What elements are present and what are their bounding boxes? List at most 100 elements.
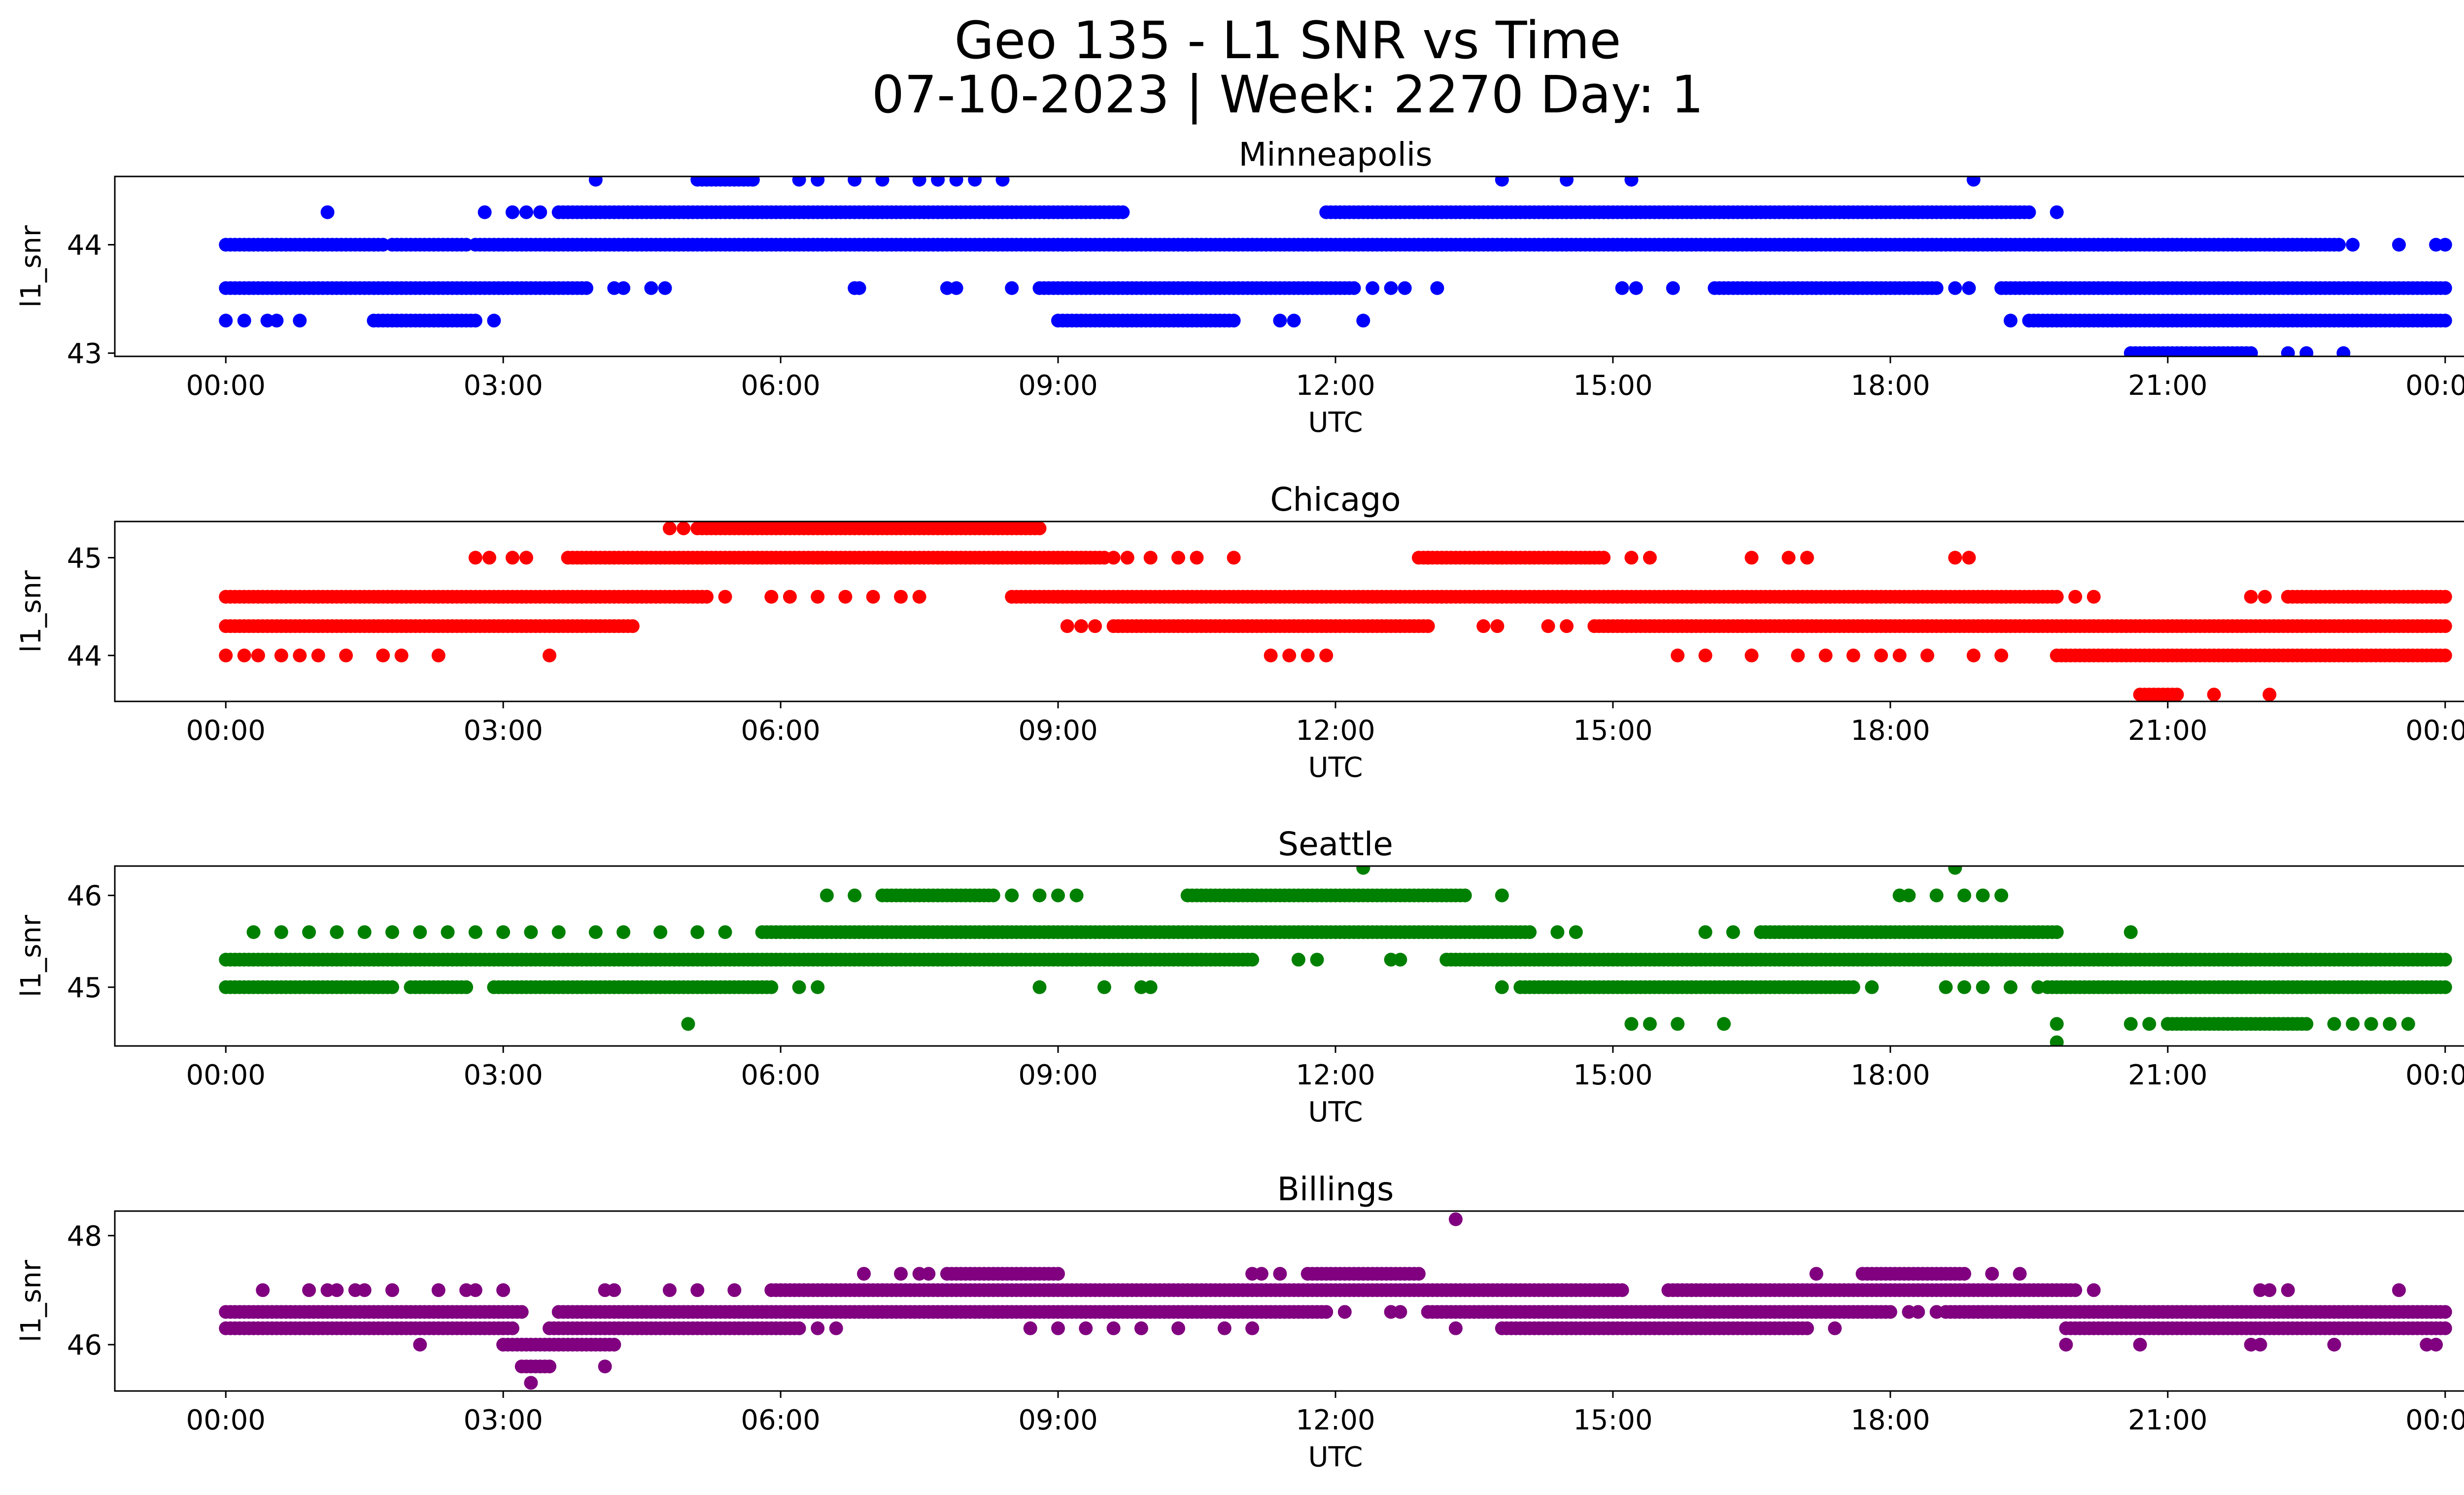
data-point — [1023, 1321, 1037, 1335]
data-point — [274, 648, 288, 662]
x-tick-label: 03:00 — [463, 1404, 543, 1436]
data-point — [2438, 281, 2452, 295]
data-point — [848, 176, 862, 187]
data-point — [2050, 925, 2064, 939]
x-tick-label: 18:00 — [1850, 1404, 1930, 1436]
data-point — [894, 590, 908, 604]
data-point — [1541, 619, 1555, 633]
data-point — [1097, 980, 1111, 994]
x-tick-label: 03:00 — [463, 715, 543, 747]
x-tick-label: 21:00 — [2128, 715, 2207, 747]
y-tick-label: 45 — [67, 542, 102, 574]
x-axis-label: UTC — [1308, 1441, 1363, 1473]
data-point — [662, 522, 677, 535]
x-axis-label: UTC — [1308, 752, 1363, 784]
data-point — [2438, 980, 2452, 994]
data-point — [514, 1305, 529, 1319]
data-point — [1671, 648, 1685, 662]
data-point — [1994, 648, 2009, 662]
data-point — [852, 281, 866, 295]
data-point — [1319, 648, 1334, 662]
data-point — [598, 1359, 612, 1374]
data-point — [551, 925, 566, 939]
data-point — [376, 648, 390, 662]
data-point — [931, 176, 945, 187]
data-point — [1476, 619, 1491, 633]
axes-frame — [114, 1210, 2464, 1392]
x-tick-label: 06:00 — [741, 1404, 820, 1436]
data-point — [2003, 313, 2018, 328]
data-point — [1865, 980, 1879, 994]
x-tick-label: 18:00 — [1850, 370, 1930, 402]
data-point — [2170, 688, 2184, 701]
data-point — [986, 888, 1000, 903]
data-point — [1495, 980, 1509, 994]
x-tick-label: 09:00 — [1018, 370, 1097, 402]
data-point — [764, 980, 779, 994]
data-point — [1615, 281, 1629, 295]
data-point — [1495, 888, 1509, 903]
data-point — [441, 925, 455, 939]
data-point — [519, 551, 533, 565]
data-point — [968, 176, 982, 187]
y-axis-label: l1_snr — [15, 1259, 47, 1342]
data-point — [1976, 888, 1990, 903]
data-point — [1005, 888, 1019, 903]
data-point — [2068, 1283, 2083, 1297]
data-point — [1245, 952, 1260, 967]
data-point — [496, 1283, 511, 1297]
data-point — [543, 648, 556, 662]
data-point — [1273, 313, 1287, 328]
data-point — [1745, 648, 1759, 662]
data-point — [2327, 1017, 2341, 1031]
data-point — [949, 281, 963, 295]
y-tick-label: 46 — [67, 1329, 102, 1361]
y-tick-label: 44 — [67, 230, 102, 262]
data-point — [1624, 1017, 1639, 1031]
data-point — [792, 1321, 806, 1335]
data-point — [1143, 980, 1158, 994]
data-point — [478, 205, 492, 219]
x-tick-label: 21:00 — [2128, 1059, 2207, 1091]
data-point — [1227, 551, 1241, 565]
data-point — [1874, 648, 1888, 662]
data-point — [746, 176, 760, 187]
data-point — [1698, 648, 1712, 662]
data-point — [616, 281, 631, 295]
data-point — [2133, 1338, 2147, 1352]
data-point — [1245, 1321, 1260, 1335]
x-tick-label: 21:00 — [2128, 370, 2207, 402]
data-point — [2262, 1283, 2277, 1297]
x-tick-label: 03:00 — [463, 1059, 543, 1091]
data-point — [302, 925, 316, 939]
data-point — [357, 1283, 372, 1297]
data-point — [2003, 980, 2018, 994]
data-point — [2022, 205, 2036, 219]
data-point — [588, 925, 603, 939]
data-point — [431, 648, 445, 662]
x-tick-label: 00:00 — [186, 715, 265, 747]
subplot-title: Minneapolis — [1238, 136, 1432, 174]
data-point — [1624, 176, 1639, 187]
data-point — [2244, 346, 2258, 356]
data-point — [2332, 238, 2346, 252]
data-point — [1051, 1321, 1065, 1335]
data-point — [2401, 1017, 2415, 1031]
data-point — [1079, 1321, 1093, 1335]
figure-title-line-1: Geo 135 - L1 SNR vs Time — [954, 10, 1621, 70]
data-point — [1791, 648, 1805, 662]
x-tick-label: 15:00 — [1573, 1059, 1652, 1091]
data-point — [912, 176, 926, 187]
data-point — [1666, 281, 1680, 295]
data-point — [677, 522, 691, 535]
data-point — [607, 1283, 621, 1297]
x-tick-label: 00:00 — [186, 1059, 265, 1091]
data-point — [2438, 590, 2452, 604]
y-axis-label: l1_snr — [15, 914, 47, 997]
data-point — [1448, 1321, 1463, 1335]
x-tick-label: 03:00 — [463, 370, 543, 402]
data-point — [1458, 888, 1472, 903]
data-point — [690, 925, 705, 939]
